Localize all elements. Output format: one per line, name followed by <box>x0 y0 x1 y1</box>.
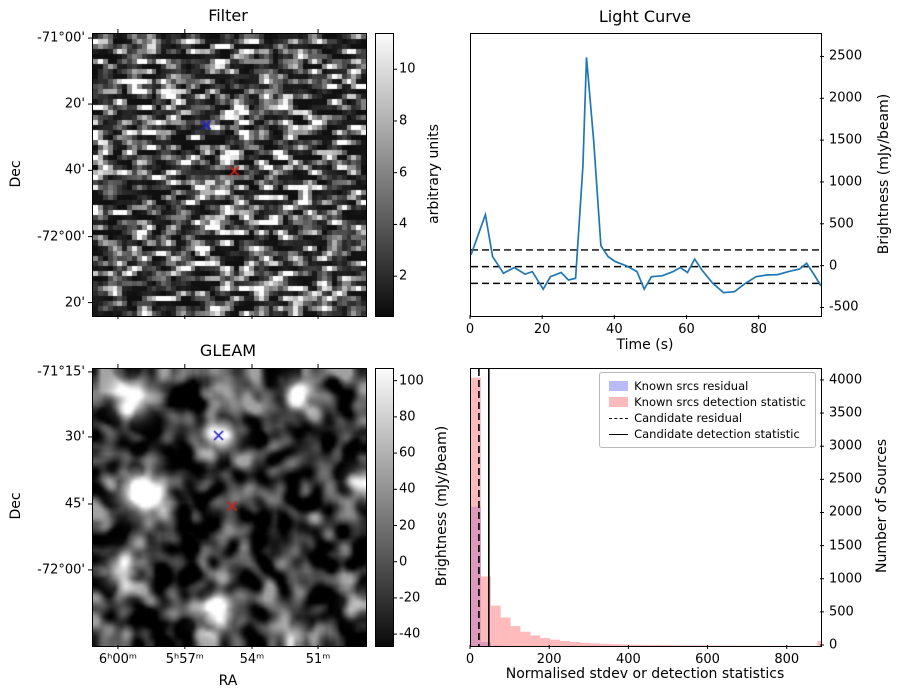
tick-label: 2000 <box>829 504 863 520</box>
tick-label: 6 <box>399 165 408 181</box>
tick-label: 500 <box>829 216 854 232</box>
histogram-ylabel: Number of Sources <box>874 438 890 574</box>
legend-item: Candidate residual <box>609 410 806 426</box>
tick-label: 45' <box>64 496 85 512</box>
tick-label: 8 <box>399 113 408 129</box>
tick-label: 20' <box>64 96 85 112</box>
legend-label: Candidate residual <box>634 411 743 425</box>
histogram-plot <box>470 368 822 647</box>
tick-label: 6ʰ00ᵐ <box>98 652 138 667</box>
legend: Known srcs residual Known srcs detection… <box>599 372 816 448</box>
light-curve-xlabel: Time (s) <box>616 337 674 353</box>
gleam-ylabel: Dec <box>8 492 24 520</box>
tick-label: 1500 <box>829 538 863 554</box>
tick-label: 3000 <box>829 438 863 454</box>
gleam-title: GLEAM <box>199 341 257 360</box>
filter-ylabel: Dec <box>8 160 24 188</box>
light-curve-title: Light Curve <box>598 7 692 26</box>
light-curve-line <box>471 57 821 294</box>
tick-label: 30' <box>64 429 85 445</box>
tick-label: 80 <box>399 409 416 425</box>
filter-colorbar-label: arbitrary units <box>426 124 442 224</box>
tick-label: 1000 <box>829 174 863 190</box>
legend-label: Candidate detection statistic <box>634 427 800 441</box>
tick-label: 5ʰ57ᵐ <box>165 652 204 667</box>
tick-label: 4 <box>399 216 408 232</box>
legend-swatch-candidate-detection <box>609 433 629 435</box>
tick-label: 800 <box>774 652 800 667</box>
tick-label: -71°00' <box>37 30 85 46</box>
light-curve-ylabel: Brightness (mJy/beam) <box>876 93 892 255</box>
tick-label: 80 <box>750 322 767 337</box>
tick-label: -72°00' <box>37 562 85 578</box>
tick-label: -20 <box>399 590 421 606</box>
tick-label: 40 <box>399 481 416 497</box>
light-curve-plot <box>470 33 822 317</box>
histogram-xlabel: Normalised stdev or detection statistics <box>505 666 785 682</box>
gleam-image <box>93 369 366 646</box>
legend-item: Known srcs detection statistic <box>609 394 806 410</box>
legend-swatch-detection <box>609 397 629 407</box>
filter-heatmap <box>92 33 367 317</box>
tick-label: 2500 <box>829 48 863 64</box>
tick-label: 40 <box>606 322 623 337</box>
legend-swatch-residual <box>609 381 629 391</box>
tick-label: 60 <box>678 322 695 337</box>
tick-label: 3500 <box>829 405 863 421</box>
tick-label: 20 <box>399 518 416 533</box>
legend-label: Known srcs residual <box>634 379 749 393</box>
tick-label: 500 <box>829 604 854 620</box>
tick-label: 0 <box>465 652 475 667</box>
tick-label: 200 <box>536 652 562 667</box>
filter-image <box>93 34 366 316</box>
tick-label: 1500 <box>829 132 863 148</box>
tick-label: 0 <box>399 554 408 570</box>
legend-item: Known srcs residual <box>609 378 806 394</box>
tick-label: 10 <box>399 61 416 77</box>
tick-label: -500 <box>829 299 859 315</box>
histogram-bars <box>471 369 821 646</box>
tick-label: 1000 <box>829 571 863 587</box>
tick-label: 4000 <box>829 372 863 388</box>
tick-label: 2 <box>399 268 408 284</box>
tick-label: 40' <box>64 162 85 178</box>
tick-label: 2500 <box>829 471 863 487</box>
tick-label: 51ᵐ <box>305 652 331 667</box>
legend-label: Known srcs detection statistic <box>634 395 806 409</box>
tick-label: -72°00' <box>37 229 85 245</box>
tick-label: 0 <box>465 322 475 337</box>
tick-label: 600 <box>695 652 720 667</box>
gleam-heatmap <box>92 368 367 647</box>
tick-label: 400 <box>615 652 641 667</box>
gleam-colorbar <box>375 368 394 647</box>
tick-label: -40 <box>399 626 421 642</box>
tick-label: 0 <box>829 637 838 653</box>
legend-item: Candidate detection statistic <box>609 426 806 442</box>
tick-label: -71°15' <box>37 364 85 380</box>
gleam-colorbar-label: Brightness (mJy/beam) <box>434 425 450 587</box>
tick-label: 54ᵐ <box>239 652 265 667</box>
tick-label: 100 <box>399 373 424 389</box>
tick-label: 20 <box>533 322 551 337</box>
gleam-xlabel: RA <box>218 673 238 689</box>
filter-colorbar <box>375 33 394 317</box>
legend-swatch-candidate-residual <box>609 417 629 419</box>
tick-label: 60 <box>399 445 416 461</box>
tick-label: 2000 <box>829 90 863 106</box>
tick-label: 0 <box>829 258 838 274</box>
tick-label: 20' <box>64 295 85 311</box>
filter-title: Filter <box>208 6 248 25</box>
